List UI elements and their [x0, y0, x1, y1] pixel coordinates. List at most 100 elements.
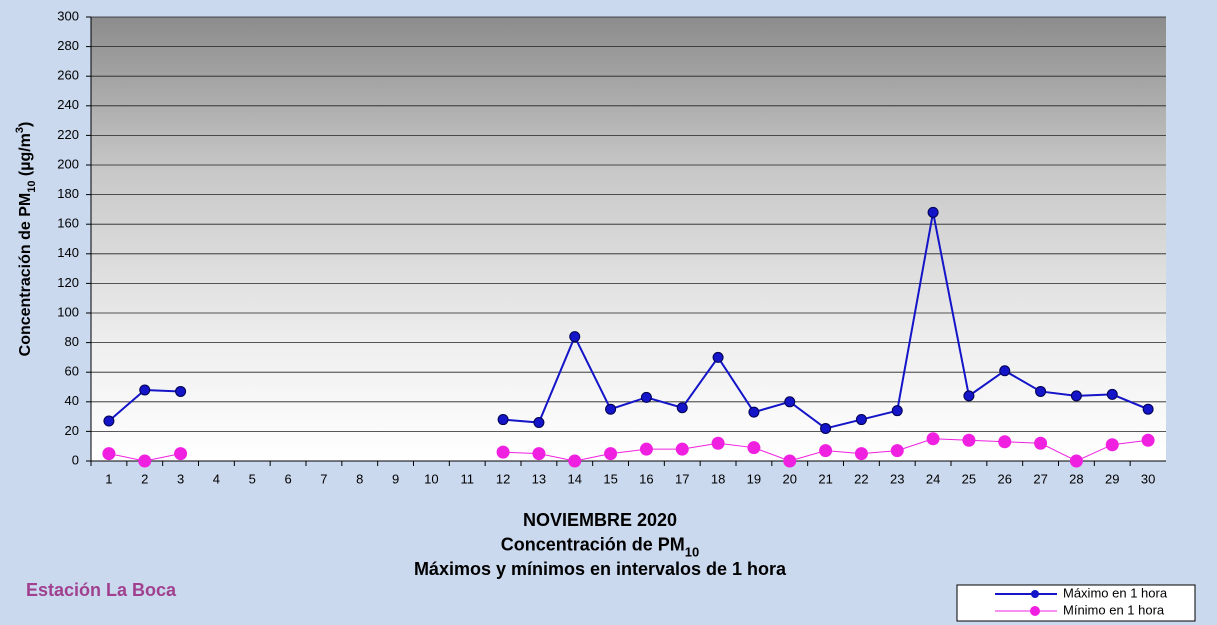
data-point [819, 444, 833, 458]
title-line: NOVIEMBRE 2020 [523, 510, 677, 530]
y-label-part: (µg/m [17, 133, 34, 180]
title-part: 10 [685, 544, 699, 559]
x-tick-label: 15 [603, 471, 617, 486]
data-point [890, 444, 904, 458]
x-tick-label: 10 [424, 471, 438, 486]
x-tick-label: 23 [890, 471, 904, 486]
data-point [1105, 438, 1119, 452]
x-tick-label: 2 [141, 471, 148, 486]
y-tick-label: 220 [57, 127, 79, 142]
x-tick-label: 17 [675, 471, 689, 486]
y-label-part: ) [17, 122, 34, 127]
title-part: Concentración de PM [501, 534, 685, 554]
y-label-part: 3 [14, 127, 26, 133]
x-tick-label: 5 [249, 471, 256, 486]
x-tick-label: 9 [392, 471, 399, 486]
data-point [102, 447, 116, 461]
y-tick-label: 60 [65, 364, 79, 379]
x-tick-label: 14 [568, 471, 582, 486]
data-point [1106, 388, 1118, 400]
x-tick-label: 30 [1141, 471, 1155, 486]
legend-label: Máximo en 1 hora [1063, 585, 1168, 600]
data-point [1034, 436, 1048, 450]
x-tick-label: 16 [639, 471, 653, 486]
data-point [496, 445, 510, 459]
data-point [1141, 433, 1155, 447]
data-point [604, 447, 618, 461]
y-tick-label: 200 [57, 156, 79, 171]
x-tick-label: 21 [818, 471, 832, 486]
data-point [138, 454, 152, 468]
data-point [712, 351, 724, 363]
y-tick-label: 0 [72, 452, 79, 467]
x-tick-label: 13 [532, 471, 546, 486]
x-tick-label: 22 [854, 471, 868, 486]
x-tick-label: 7 [320, 471, 327, 486]
data-point [747, 441, 761, 455]
x-tick-label: 29 [1105, 471, 1119, 486]
y-tick-label: 160 [57, 216, 79, 231]
y-axis-label: Concentración de PM10 (µg/m3) [14, 122, 38, 357]
legend-label: Mínimo en 1 hora [1063, 602, 1165, 617]
y-tick-label: 40 [65, 393, 79, 408]
x-tick-label: 18 [711, 471, 725, 486]
data-point [783, 454, 797, 468]
data-point [174, 447, 188, 461]
data-point [748, 406, 760, 418]
y-tick-label: 300 [57, 8, 79, 23]
data-point [962, 433, 976, 447]
title-part: Máximos y mínimos en intervalos de 1 hor… [414, 559, 787, 579]
x-tick-label: 25 [962, 471, 976, 486]
data-point [676, 402, 688, 414]
y-tick-label: 80 [65, 334, 79, 349]
data-point [999, 365, 1011, 377]
x-tick-label: 6 [284, 471, 291, 486]
x-tick-label: 4 [213, 471, 220, 486]
x-tick-label: 12 [496, 471, 510, 486]
x-tick-label: 3 [177, 471, 184, 486]
data-point [175, 385, 187, 397]
data-point [639, 442, 653, 456]
data-point [784, 396, 796, 408]
data-point [963, 390, 975, 402]
x-tick-label: 1 [105, 471, 112, 486]
y-tick-label: 100 [57, 304, 79, 319]
data-point [891, 405, 903, 417]
plot-area [91, 17, 1166, 461]
data-point [1035, 385, 1047, 397]
y-tick-label: 280 [57, 38, 79, 53]
data-point [497, 414, 509, 426]
x-tick-label: 27 [1033, 471, 1047, 486]
y-tick-label: 180 [57, 186, 79, 201]
x-tick-label: 28 [1069, 471, 1083, 486]
y-label-part: 10 [26, 181, 38, 193]
legend-marker [1030, 606, 1040, 616]
legend [956, 584, 1196, 622]
data-point [533, 417, 545, 429]
title-line: Concentración de PM10 [501, 534, 700, 559]
station-label: Estación La Boca [26, 580, 177, 600]
data-point [1070, 390, 1082, 402]
data-point [926, 432, 940, 446]
data-point [1069, 454, 1083, 468]
data-point [675, 442, 689, 456]
y-tick-label: 20 [65, 423, 79, 438]
data-point [1142, 403, 1154, 415]
y-tick-label: 120 [57, 275, 79, 290]
data-point [605, 403, 617, 415]
data-point [711, 436, 725, 450]
legend-marker [1031, 590, 1039, 598]
data-point [139, 384, 151, 396]
x-tick-label: 8 [356, 471, 363, 486]
data-point [569, 331, 581, 343]
data-point [103, 415, 115, 427]
y-tick-label: 260 [57, 68, 79, 83]
y-label-part: Concentración de PM [17, 193, 34, 357]
data-point [854, 447, 868, 461]
x-tick-label: 20 [783, 471, 797, 486]
data-point [998, 435, 1012, 449]
title-line: Máximos y mínimos en intervalos de 1 hor… [414, 559, 787, 579]
title-part: NOVIEMBRE 2020 [523, 510, 677, 530]
